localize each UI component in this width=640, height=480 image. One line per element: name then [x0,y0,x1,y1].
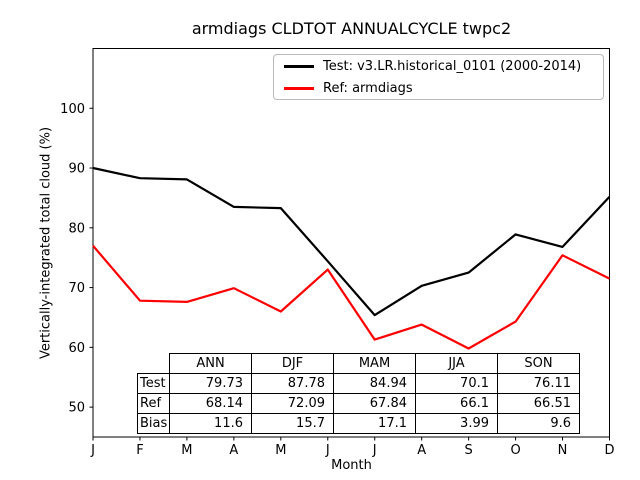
stats-row-label: Test [137,373,170,394]
stats-column-header: JJA [415,353,498,374]
x-tick-label: J [325,443,330,458]
legend-entry-ref: Ref: armdiags [274,79,603,97]
axes-frame [92,48,610,438]
legend: Test: v3.LR.historical_0101 (2000-2014) … [273,54,604,100]
stats-value-cell: 68.14 [169,393,252,414]
y-tick-label: 50 [68,401,85,416]
y-tick-label: 60 [68,341,85,356]
stats-header-row: ANN DJF MAM JJA SON [138,353,580,374]
stats-value-cell: 87.78 [251,373,334,394]
stats-row-label: Bias [137,413,170,434]
y-tick-label: 90 [68,162,85,177]
stats-value-cell: 66.51 [497,393,580,414]
chart-title: armdiags CLDTOT ANNUALCYCLE twpc2 [191,19,512,38]
stats-row-ref: Ref 68.14 72.09 67.84 66.1 66.51 [137,393,580,414]
stats-column-header: MAM [333,353,416,374]
stats-row-label: Ref [137,393,170,414]
series-line-test [92,166,611,317]
x-tick-label: M [275,443,286,458]
stats-value-cell: 11.6 [169,413,252,434]
series-line-ref [92,244,610,350]
x-tick-label: J [372,443,377,458]
stats-row-bias: Bias 11.6 15.7 17.1 3.99 9.6 [137,413,580,434]
stats-value-cell: 15.7 [251,413,334,434]
stats-table: ANN DJF MAM JJA SON Test 79.73 87.78 84.94 70.1 76… [137,353,580,434]
x-axis-label: Month [331,458,372,473]
stats-value-cell: 3.99 [415,413,498,434]
legend-label-test: Test: v3.LR.historical_0101 (2000-2014) [323,58,582,74]
x-tick-label: J [90,443,95,458]
y-axis-label: Vertically-integrated total cloud (%) [38,126,54,360]
legend-line-sample-ref [284,86,314,90]
x-tick-label: D [604,443,614,458]
y-tick-label: 70 [68,281,85,296]
x-tick-label: F [136,443,143,458]
x-tick-label: A [229,443,238,458]
stats-value-cell: 70.1 [415,373,498,394]
x-tick-label: S [465,443,473,458]
stats-column-header: DJF [251,353,334,374]
stats-table-body: ANN DJF MAM JJA SON Test 79.73 87.78 84.94 70.1 76… [137,353,580,434]
stats-value-cell: 9.6 [497,413,580,434]
stats-column-header: ANN [169,353,252,374]
x-tick-label: N [558,443,568,458]
stats-value-cell: 17.1 [333,413,416,434]
y-tick-label: 100 [60,102,85,117]
stats-value-cell: 84.94 [333,373,416,394]
stats-value-cell: 79.73 [169,373,252,394]
x-tick-label: A [417,443,426,458]
legend-line-sample-test [284,64,314,68]
y-tick-label: 80 [68,221,85,236]
stats-row-test: Test 79.73 87.78 84.94 70.1 76.11 [137,373,580,394]
stats-value-cell: 67.84 [333,393,416,414]
x-tick-label: O [510,443,520,458]
x-tick-label: M [181,443,192,458]
legend-entry-test: Test: v3.LR.historical_0101 (2000-2014) [274,57,603,75]
stats-corner-cell [138,354,170,374]
stats-value-cell: 66.1 [415,393,498,414]
stats-value-cell: 76.11 [497,373,580,394]
stats-value-cell: 72.09 [251,393,334,414]
legend-label-ref: Ref: armdiags [323,80,413,96]
stats-column-header: SON [497,353,580,374]
